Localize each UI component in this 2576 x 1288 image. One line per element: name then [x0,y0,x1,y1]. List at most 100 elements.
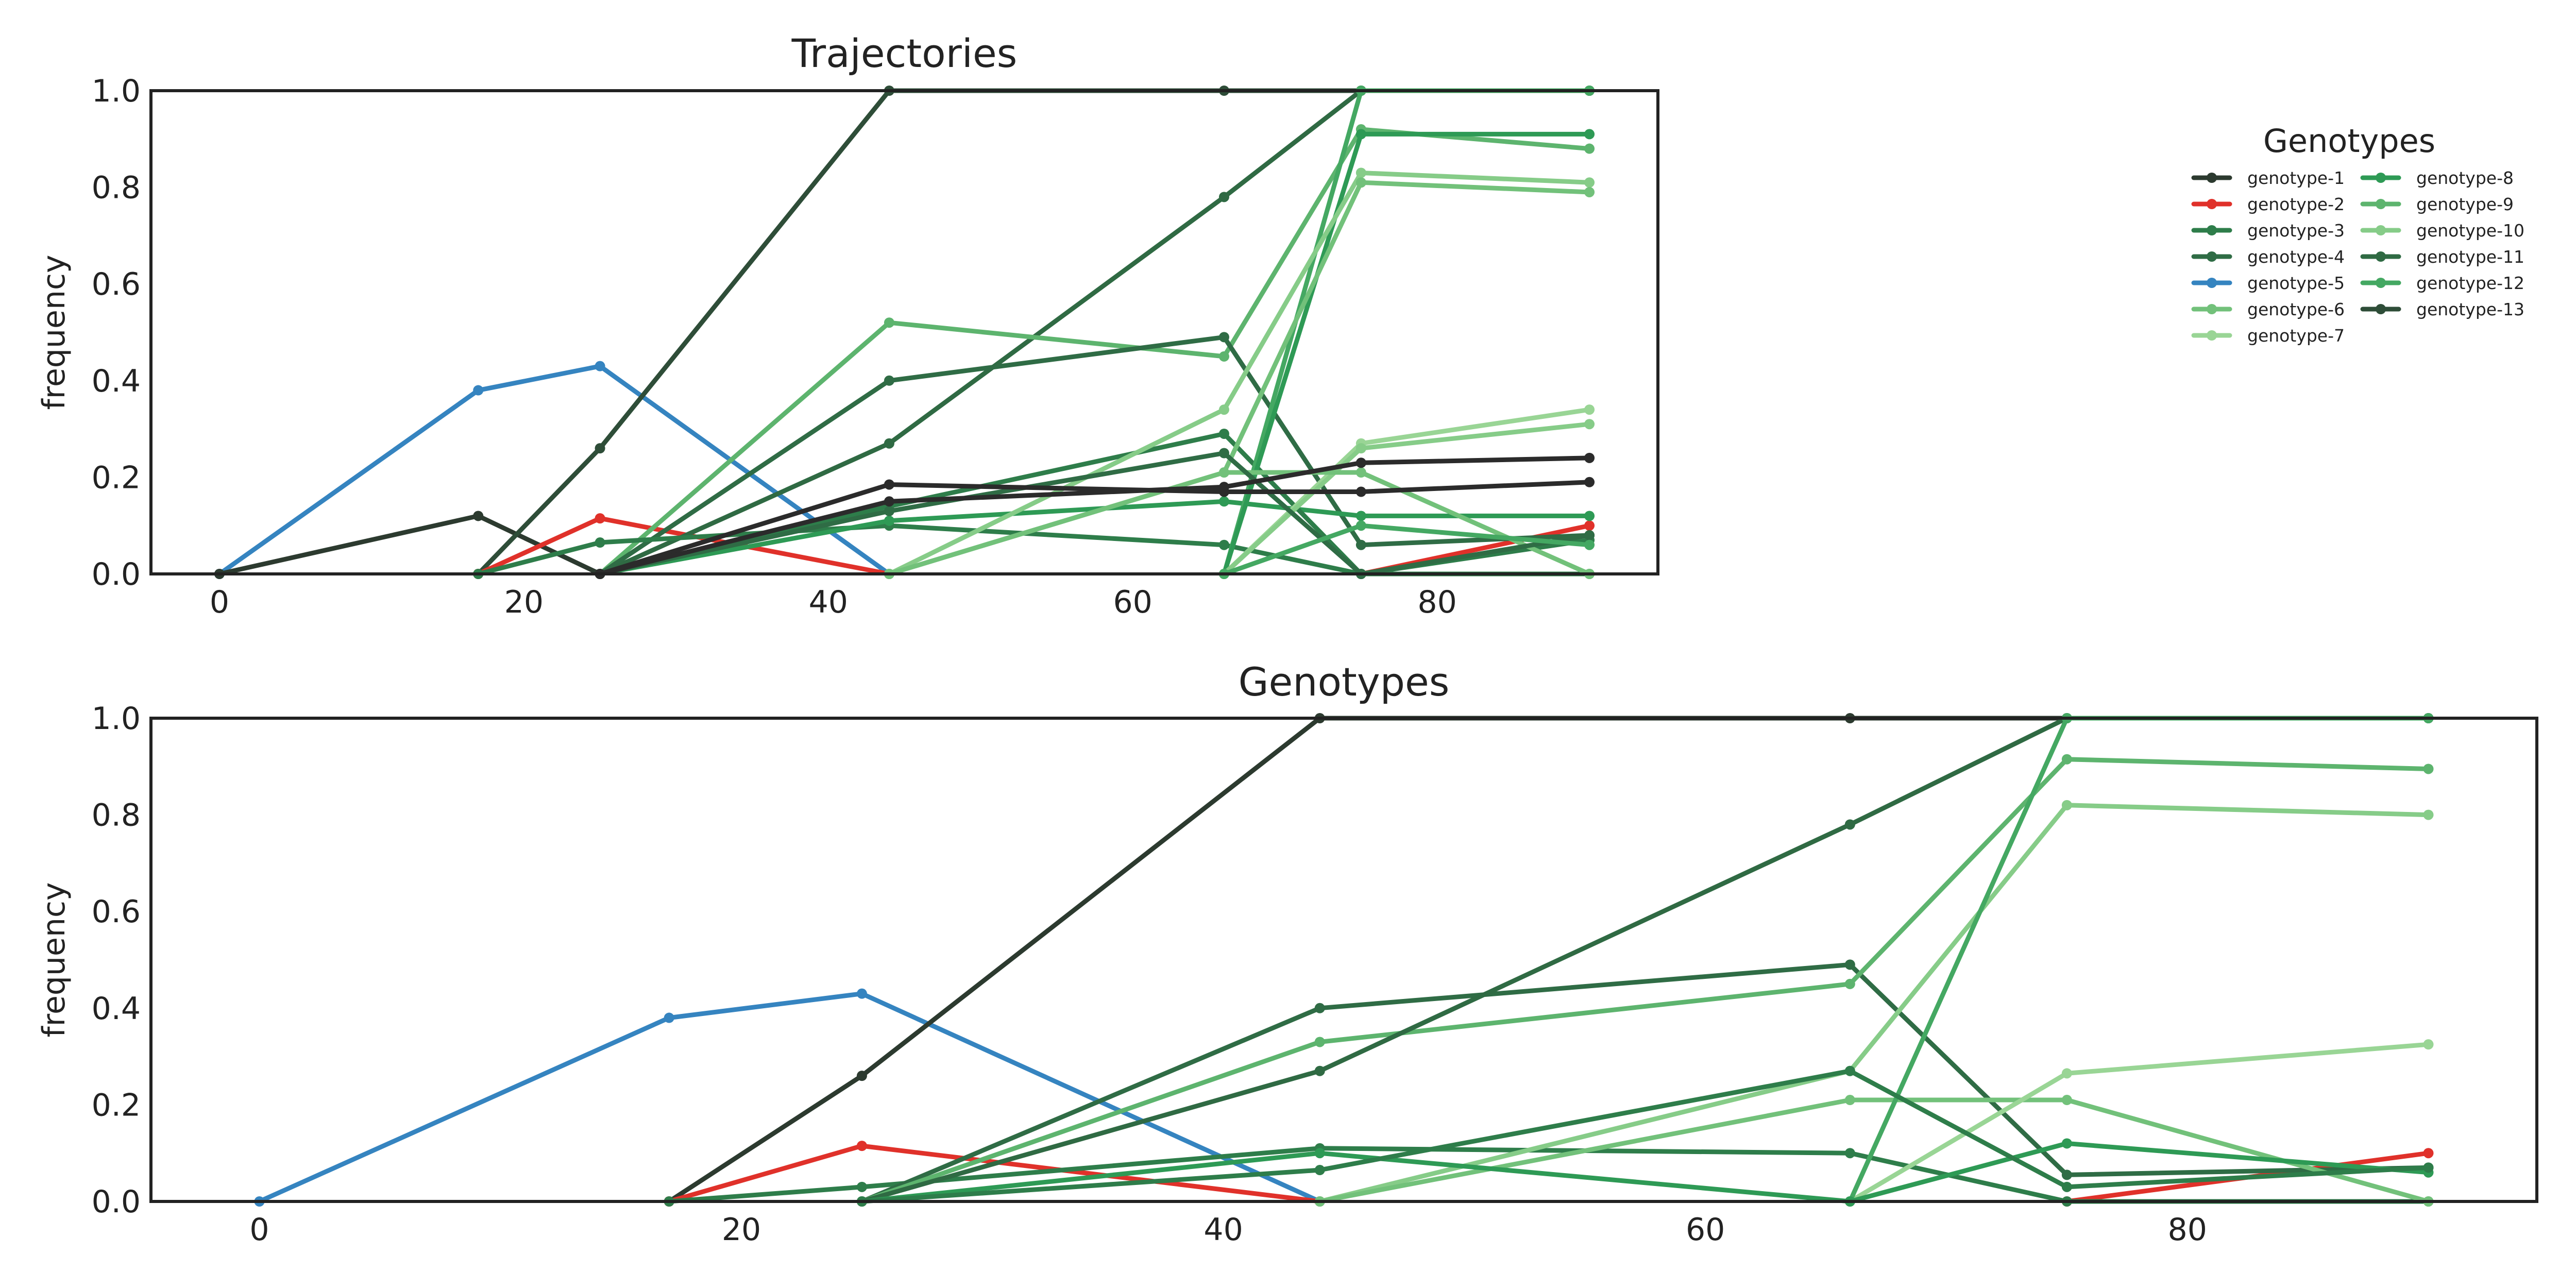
genotypes-point-genotype-9 [2061,754,2072,765]
legend-item-genotype-13: genotype-13 [2360,299,2524,319]
trajectories-point-genotype-10 [1355,167,1366,178]
trajectories-point-genotype-11 [884,438,894,449]
genotypes-line-genotype-5 [257,991,1323,1204]
genotypes-point-genotype-4 [1844,959,1855,970]
genotypes-point-genotype-5 [664,1012,674,1023]
genotypes-line-genotype-12 [1848,716,2431,1204]
genotypes-point-genotype-3 [1844,1065,1855,1076]
trajectories-point-genotype-9 [1218,351,1229,362]
trajectories-point-extra-black [1584,477,1595,487]
legend-label-genotype-4: genotype-4 [2247,247,2345,267]
genotypes-y-tick-label: 1.0 [92,701,141,737]
trajectories-point-genotype-5 [473,385,484,396]
genotypes-y-ticks: 0.0 0.2 0.4 0.6 0.8 1.0 [92,701,141,1220]
trajectories-x-tick-label: 80 [1417,584,1456,620]
trajectories-point-genotype-10 [1355,443,1366,454]
genotypes-point-genotype-6 [1844,1095,1855,1106]
trajectories-point-genotype-4 [884,375,894,386]
genotypes-x-tick-label: 20 [722,1212,761,1248]
trajectories-line-genotype-5 [217,364,892,577]
trajectories-x-tick-label: 60 [1113,584,1153,620]
trajectories-chart: 0 20 40 60 80 0.0 0.2 0.4 0.6 0.8 1.0 Trajectorie… [36,30,1659,620]
trajectories-point-genotype-6 [1355,467,1366,478]
genotypes-y-tick-label: 0.2 [92,1087,141,1123]
trajectories-point-genotype-9 [1584,143,1595,154]
trajectories-point-genotype-13 [595,443,605,454]
genotypes-x-tick-label: 40 [1204,1212,1243,1248]
legend-label-genotype-5: genotype-5 [2247,273,2345,293]
trajectories-point-genotype-6 [1355,177,1366,188]
genotypes-series-group [254,713,2434,1207]
genotypes-axes-frame [149,717,2538,1203]
trajectories-y-tick-label: 0.2 [92,460,141,496]
legend-item-genotype-1: genotype-1 [2191,168,2345,188]
legend-marker-genotype-7 [2207,330,2217,341]
genotypes-point-genotype-2 [2423,1148,2434,1159]
genotypes-point-genotype-11 [1314,1065,1325,1076]
trajectories-point-genotype-12 [1355,520,1366,531]
legend-marker-genotype-1 [2207,173,2217,183]
genotypes-point-genotype-3 [2423,1162,2434,1173]
genotypes-y-tick-label: 0.4 [92,991,141,1027]
trajectories-series-group [214,86,1595,579]
genotypes-point-genotype-10 [2423,809,2434,820]
trajectories-point-genotype-4 [1584,530,1595,540]
trajectories-point-genotype-3 [595,537,605,548]
genotypes-y-tick-label: 0.0 [92,1184,141,1220]
trajectories-point-extra-black [1355,457,1366,468]
genotypes-point-genotype-4 [1314,1003,1325,1013]
trajectories-line-genotype-6 [887,470,1592,577]
trajectories-point-extra-black [884,496,894,507]
trajectories-point-genotype-11 [1218,192,1229,202]
legend-title: Genotypes [2263,122,2435,160]
legend-label-genotype-9: genotype-9 [2416,194,2514,214]
genotypes-point-genotype-9 [2423,764,2434,774]
genotypes-line-genotype-10 [1317,803,2431,1204]
trajectories-point-genotype-4 [1218,332,1229,343]
legend-item-genotype-12: genotype-12 [2360,273,2524,293]
trajectories-y-axis-label: frequency [36,255,72,410]
genotypes-point-genotype-5 [856,988,867,999]
legend-label-genotype-3: genotype-3 [2247,221,2345,241]
trajectories-line-genotype-10 [887,171,1592,577]
trajectories-point-genotype-8 [884,515,894,526]
trajectories-point-genotype-6 [1584,187,1595,197]
genotypes-line-genotype-6 [1317,1097,2431,1204]
genotypes-chart: 0 20 40 60 80 0.0 0.2 0.4 0.6 0.8 1.0 Genotypes f… [36,659,2538,1248]
trajectories-point-genotype-6 [1218,467,1229,478]
genotypes-point-genotype-3 [1844,1148,1855,1159]
genotypes-point-genotype-11 [1844,819,1855,830]
legend-label-genotype-6: genotype-6 [2247,299,2345,319]
legend-marker-genotype-5 [2207,278,2217,288]
legend-marker-genotype-3 [2207,225,2217,235]
trajectories-line-genotype-3 [598,431,1592,577]
genotypes-y-tick-label: 0.6 [92,894,141,930]
genotypes-point-genotype-8 [2061,1138,2072,1149]
legend-item-genotype-6: genotype-6 [2191,299,2345,319]
trajectories-point-extra-black [884,479,894,490]
legend-marker-genotype-10 [2376,225,2386,235]
legend-marker-genotype-2 [2207,199,2217,209]
genotypes-x-tick-label: 0 [249,1212,269,1248]
legend-item-genotype-4: genotype-4 [2191,247,2345,267]
genotypes-point-genotype-10 [2061,800,2072,810]
trajectories-title: Trajectories [791,30,1018,76]
legend-marker-genotype-9 [2376,199,2386,209]
trajectories-point-genotype-8 [1584,129,1595,140]
trajectories-point-genotype-1 [473,511,484,521]
legend-item-genotype-2: genotype-2 [2191,194,2345,214]
trajectories-y-tick-label: 0.6 [92,266,141,302]
trajectories-point-genotype-4 [884,506,894,517]
trajectories-point-genotype-7 [1584,404,1595,415]
trajectories-point-genotype-3 [1218,428,1229,439]
legend-label-genotype-11: genotype-11 [2416,247,2524,267]
genotypes-point-genotype-7 [2423,1039,2434,1050]
trajectories-x-tick-label: 40 [809,584,848,620]
legend-item-genotype-8: genotype-8 [2360,168,2514,188]
genotypes-y-tick-label: 0.8 [92,798,141,834]
trajectories-y-tick-label: 1.0 [92,73,141,109]
genotypes-x-tick-label: 80 [2168,1212,2207,1248]
legend-label-genotype-12: genotype-12 [2416,273,2524,293]
genotypes-point-genotype-7 [2061,1068,2072,1079]
